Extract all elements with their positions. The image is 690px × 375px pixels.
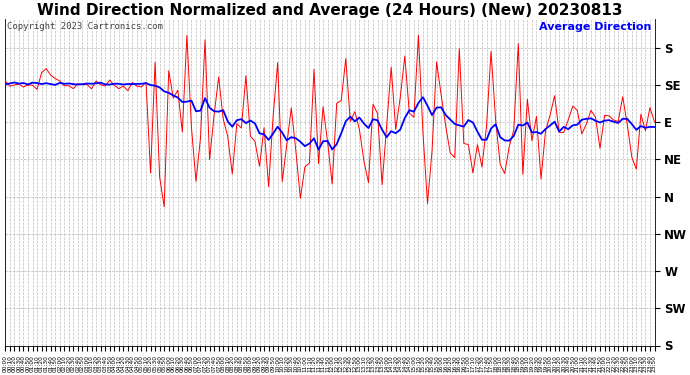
Text: Average Direction: Average Direction xyxy=(539,22,651,32)
Title: Wind Direction Normalized and Average (24 Hours) (New) 20230813: Wind Direction Normalized and Average (2… xyxy=(37,3,622,18)
Text: Copyright 2023 Cartronics.com: Copyright 2023 Cartronics.com xyxy=(7,22,162,31)
